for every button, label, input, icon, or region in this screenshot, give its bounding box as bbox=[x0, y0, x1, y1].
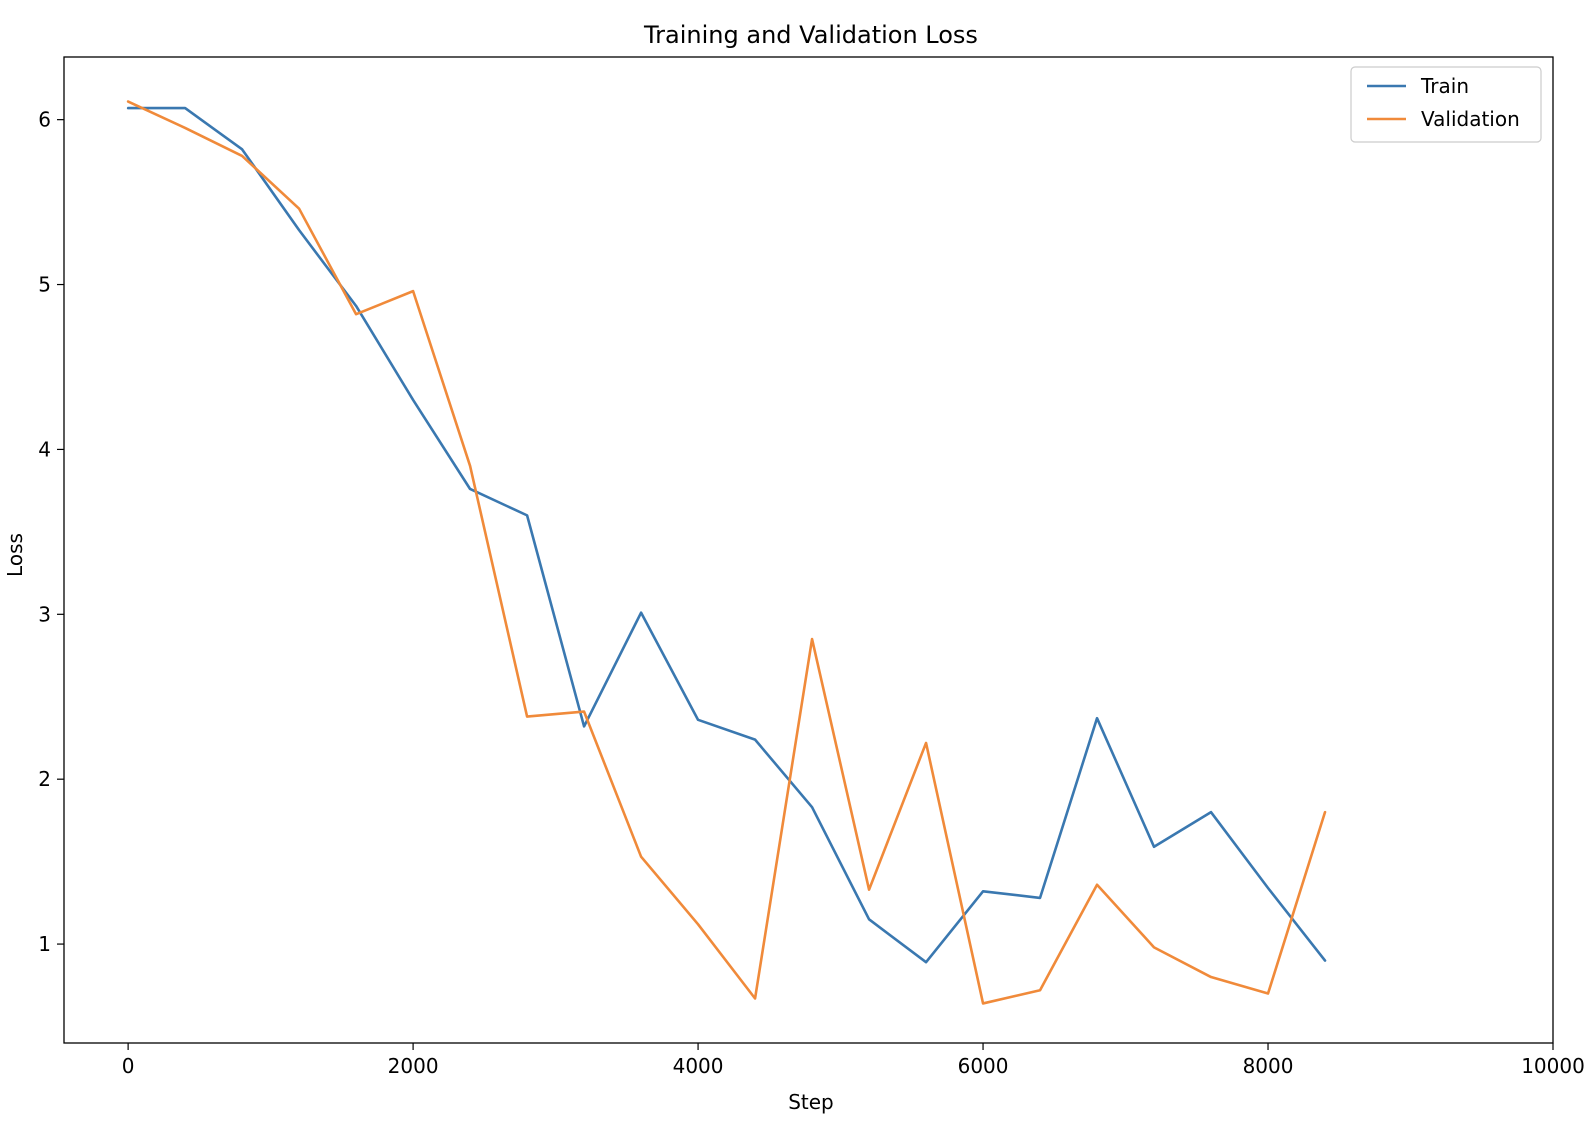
series-line-train bbox=[126, 106, 1327, 964]
x-tick-label: 0 bbox=[122, 1054, 135, 1078]
x-tick-label: 6000 bbox=[958, 1054, 1009, 1078]
plot-frame bbox=[63, 56, 1554, 1044]
series-line-validation bbox=[126, 100, 1327, 1005]
y-tick-label: 2 bbox=[38, 767, 51, 791]
y-tick-label: 4 bbox=[38, 437, 51, 461]
series-layer bbox=[126, 100, 1327, 1005]
x-tick-label: 8000 bbox=[1243, 1054, 1294, 1078]
x-axis-label: Step bbox=[788, 1090, 834, 1114]
x-tick-label: 2000 bbox=[388, 1054, 439, 1078]
y-axis-label: Loss bbox=[3, 533, 27, 577]
y-tick-label: 1 bbox=[38, 932, 51, 956]
chart-title: Training and Validation Loss bbox=[643, 21, 978, 49]
y-axis-ticks: 1 2 3 4 5 6 bbox=[38, 108, 64, 956]
plot-area bbox=[63, 56, 1554, 1044]
legend-label-train: Train bbox=[1420, 74, 1469, 98]
legend: Train Validation bbox=[1350, 66, 1542, 143]
x-axis-ticks: 0 2000 4000 6000 8000 10000 bbox=[122, 1043, 1585, 1078]
y-tick-label: 6 bbox=[38, 108, 51, 132]
y-tick-label: 3 bbox=[38, 602, 51, 626]
legend-label-validation: Validation bbox=[1421, 107, 1520, 131]
x-tick-label: 10000 bbox=[1521, 1054, 1585, 1078]
x-tick-label: 4000 bbox=[673, 1054, 724, 1078]
y-tick-label: 5 bbox=[38, 273, 51, 297]
